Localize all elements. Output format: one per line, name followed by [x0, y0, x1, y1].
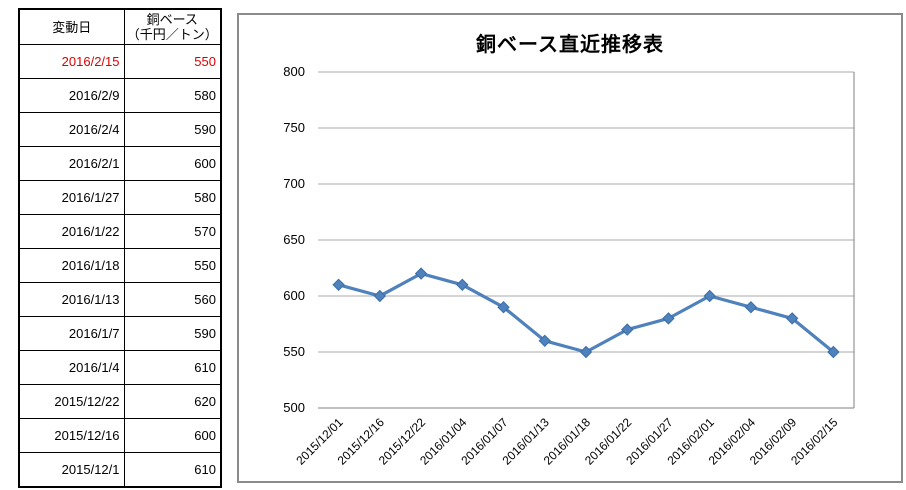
table-body: 2016/2/15 550 2016/2/9 580 2016/2/4 590 2016/2… — [18, 44, 222, 487]
y-axis-label: 650 — [283, 232, 305, 247]
y-axis-label: 750 — [283, 120, 305, 135]
data-point-marker[interactable] — [621, 323, 634, 336]
value-cell[interactable]: 600 — [123, 418, 222, 453]
y-axis-label: 700 — [283, 176, 305, 191]
date-cell[interactable]: 2015/12/16 — [18, 418, 125, 453]
data-point-marker[interactable] — [827, 345, 840, 359]
y-axis-label: 550 — [283, 344, 305, 359]
column-header-value[interactable]: 銅ベース （千円／トン） — [123, 8, 222, 45]
value-cell[interactable]: 580 — [123, 78, 222, 113]
table-row: 2016/2/1 600 — [18, 146, 222, 181]
table-row: 2016/2/15 550 — [18, 44, 222, 79]
value-cell[interactable]: 590 — [123, 316, 222, 351]
date-cell[interactable]: 2015/12/22 — [18, 384, 125, 419]
date-cell[interactable]: 2016/2/9 — [18, 78, 125, 113]
y-axis-label: 600 — [283, 288, 305, 303]
table-row: 2016/1/13 560 — [18, 282, 222, 317]
date-cell[interactable]: 2016/1/18 — [18, 248, 125, 283]
data-point-marker[interactable] — [744, 300, 758, 314]
date-cell[interactable]: 2016/1/27 — [18, 180, 125, 215]
table-row: 2016/2/9 580 — [18, 78, 222, 113]
column-header-value-line2: （千円／トン） — [126, 27, 218, 42]
table-row: 2015/12/1 610 — [18, 452, 222, 487]
date-cell[interactable]: 2016/1/4 — [18, 350, 125, 385]
value-cell[interactable]: 560 — [123, 282, 222, 317]
column-header-value-line1: 銅ベース — [146, 12, 198, 27]
data-point-marker[interactable] — [456, 278, 469, 292]
value-cell[interactable]: 570 — [123, 214, 222, 249]
date-cell[interactable]: 2016/2/15 — [18, 44, 125, 79]
data-point-marker[interactable] — [497, 300, 510, 314]
table-row: 2016/1/7 590 — [18, 316, 222, 351]
column-header-date[interactable]: 変動日 — [18, 8, 125, 45]
series-line[interactable] — [337, 272, 835, 354]
value-cell[interactable]: 550 — [123, 44, 222, 79]
table-header-row: 変動日 銅ベース （千円／トン） — [18, 8, 222, 45]
table-row: 2016/1/4 610 — [18, 350, 222, 385]
chart-panel[interactable]: 銅ベース直近推移表 500 550 600 650 700 750 800 2015/12/0… — [237, 13, 903, 483]
data-point-marker[interactable] — [538, 334, 551, 348]
date-cell[interactable]: 2015/12/1 — [18, 452, 125, 487]
data-point-marker[interactable] — [414, 267, 428, 280]
value-cell[interactable]: 610 — [123, 452, 222, 487]
line-chart[interactable]: 5005506006507007508002015/12/012015/12/1… — [239, 15, 901, 481]
table-row: 2016/1/22 570 — [18, 214, 222, 249]
date-cell[interactable]: 2016/1/13 — [18, 282, 125, 317]
date-cell[interactable]: 2016/2/1 — [18, 146, 125, 181]
value-cell[interactable]: 620 — [123, 384, 222, 419]
table-row: 2016/2/4 590 — [18, 112, 222, 147]
table-row: 2016/1/27 580 — [18, 180, 222, 215]
data-point-marker[interactable] — [703, 289, 716, 303]
table-row: 2015/12/22 620 — [18, 384, 222, 419]
date-cell[interactable]: 2016/1/22 — [18, 214, 125, 249]
data-point-marker[interactable] — [332, 278, 345, 292]
data-point-marker[interactable] — [785, 312, 799, 325]
y-axis-label: 500 — [283, 400, 305, 415]
copper-base-table: 変動日 銅ベース （千円／トン） 2016/2/15 550 2016/2/9 580… — [18, 8, 222, 488]
date-cell[interactable]: 2016/1/7 — [18, 316, 125, 351]
y-axis-label: 800 — [283, 64, 305, 79]
value-cell[interactable]: 550 — [123, 248, 222, 283]
date-cell[interactable]: 2016/2/4 — [18, 112, 125, 147]
value-cell[interactable]: 610 — [123, 350, 222, 385]
value-cell[interactable]: 590 — [123, 112, 222, 147]
value-cell[interactable]: 580 — [123, 180, 222, 215]
data-point-marker[interactable] — [579, 345, 593, 359]
data-point-marker[interactable] — [373, 289, 387, 303]
table-row: 2016/1/18 550 — [18, 248, 222, 283]
table-row: 2015/12/16 600 — [18, 418, 222, 453]
value-cell[interactable]: 600 — [123, 146, 222, 181]
data-point-marker[interactable] — [662, 312, 675, 325]
chart-title: 銅ベース直近推移表 — [476, 34, 664, 56]
